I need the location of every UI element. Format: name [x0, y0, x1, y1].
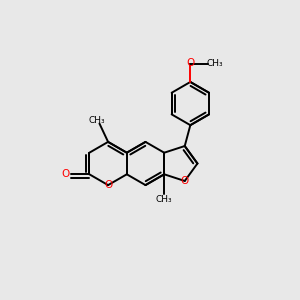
Text: CH₃: CH₃ [207, 59, 224, 68]
Text: O: O [104, 180, 112, 190]
Text: CH₃: CH₃ [88, 116, 105, 125]
Text: CH₃: CH₃ [156, 195, 172, 204]
Text: O: O [186, 58, 194, 68]
Text: O: O [61, 169, 70, 179]
Text: O: O [181, 176, 189, 186]
